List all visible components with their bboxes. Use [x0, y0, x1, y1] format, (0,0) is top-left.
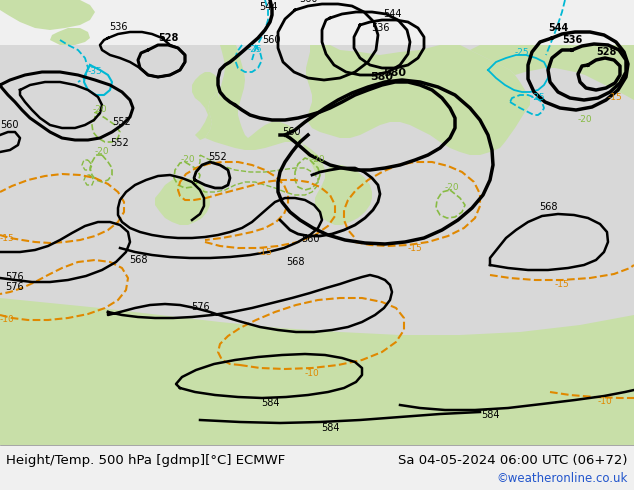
Polygon shape	[205, 45, 372, 225]
Text: ©weatheronline.co.uk: ©weatheronline.co.uk	[496, 471, 628, 485]
Text: 580: 580	[370, 72, 394, 82]
Polygon shape	[0, 0, 95, 30]
Text: 528: 528	[158, 33, 178, 43]
Text: -25: -25	[515, 49, 529, 57]
Text: 552: 552	[209, 152, 228, 162]
Text: 576: 576	[5, 282, 23, 292]
Text: 584: 584	[321, 423, 339, 433]
Polygon shape	[50, 28, 90, 45]
Polygon shape	[315, 188, 360, 222]
Text: -15: -15	[408, 244, 422, 253]
Text: 536: 536	[372, 23, 390, 33]
Text: -20: -20	[181, 155, 195, 165]
Text: 560: 560	[0, 120, 18, 130]
Text: 568: 568	[129, 255, 147, 265]
Polygon shape	[306, 45, 530, 155]
Text: 560: 560	[299, 0, 317, 4]
Text: 536: 536	[109, 22, 127, 32]
Text: 584: 584	[481, 410, 499, 420]
Text: -10: -10	[598, 397, 612, 406]
Polygon shape	[155, 178, 210, 225]
Text: 568: 568	[286, 257, 304, 267]
Text: -15: -15	[257, 248, 273, 257]
Text: -20: -20	[578, 116, 592, 124]
Text: -20: -20	[311, 155, 325, 165]
Polygon shape	[470, 45, 634, 100]
Text: 544: 544	[548, 23, 568, 33]
Text: 528: 528	[596, 47, 616, 57]
Text: -20: -20	[444, 182, 459, 192]
Text: -20: -20	[94, 147, 109, 156]
Text: 560: 560	[262, 35, 280, 45]
Text: 552: 552	[110, 138, 129, 148]
Text: -10: -10	[304, 369, 320, 378]
Text: -15: -15	[555, 280, 569, 289]
Text: 544: 544	[383, 9, 401, 19]
Text: -35: -35	[87, 68, 102, 76]
Text: 568: 568	[539, 202, 557, 212]
Text: -15: -15	[0, 234, 15, 243]
Text: 576: 576	[191, 302, 209, 312]
Text: -25: -25	[531, 94, 545, 102]
Text: -20: -20	[93, 105, 107, 115]
Text: 584: 584	[261, 398, 279, 408]
Text: 552: 552	[112, 117, 131, 127]
Polygon shape	[192, 72, 218, 140]
Text: 580: 580	[384, 68, 406, 78]
Polygon shape	[0, 298, 634, 445]
Text: -10: -10	[0, 315, 15, 324]
Text: 560: 560	[282, 127, 301, 137]
Text: Height/Temp. 500 hPa [gdmp][°C] ECMWF: Height/Temp. 500 hPa [gdmp][°C] ECMWF	[6, 454, 285, 466]
Text: 576: 576	[5, 272, 23, 282]
Text: 544: 544	[259, 2, 277, 12]
Bar	[0, 45, 634, 445]
Text: -15: -15	[607, 94, 623, 102]
Text: 536: 536	[562, 35, 582, 45]
Text: -25: -25	[248, 46, 262, 54]
Text: Sa 04-05-2024 06:00 UTC (06+72): Sa 04-05-2024 06:00 UTC (06+72)	[399, 454, 628, 466]
Bar	[0, 445, 634, 490]
Text: 560: 560	[301, 234, 320, 244]
